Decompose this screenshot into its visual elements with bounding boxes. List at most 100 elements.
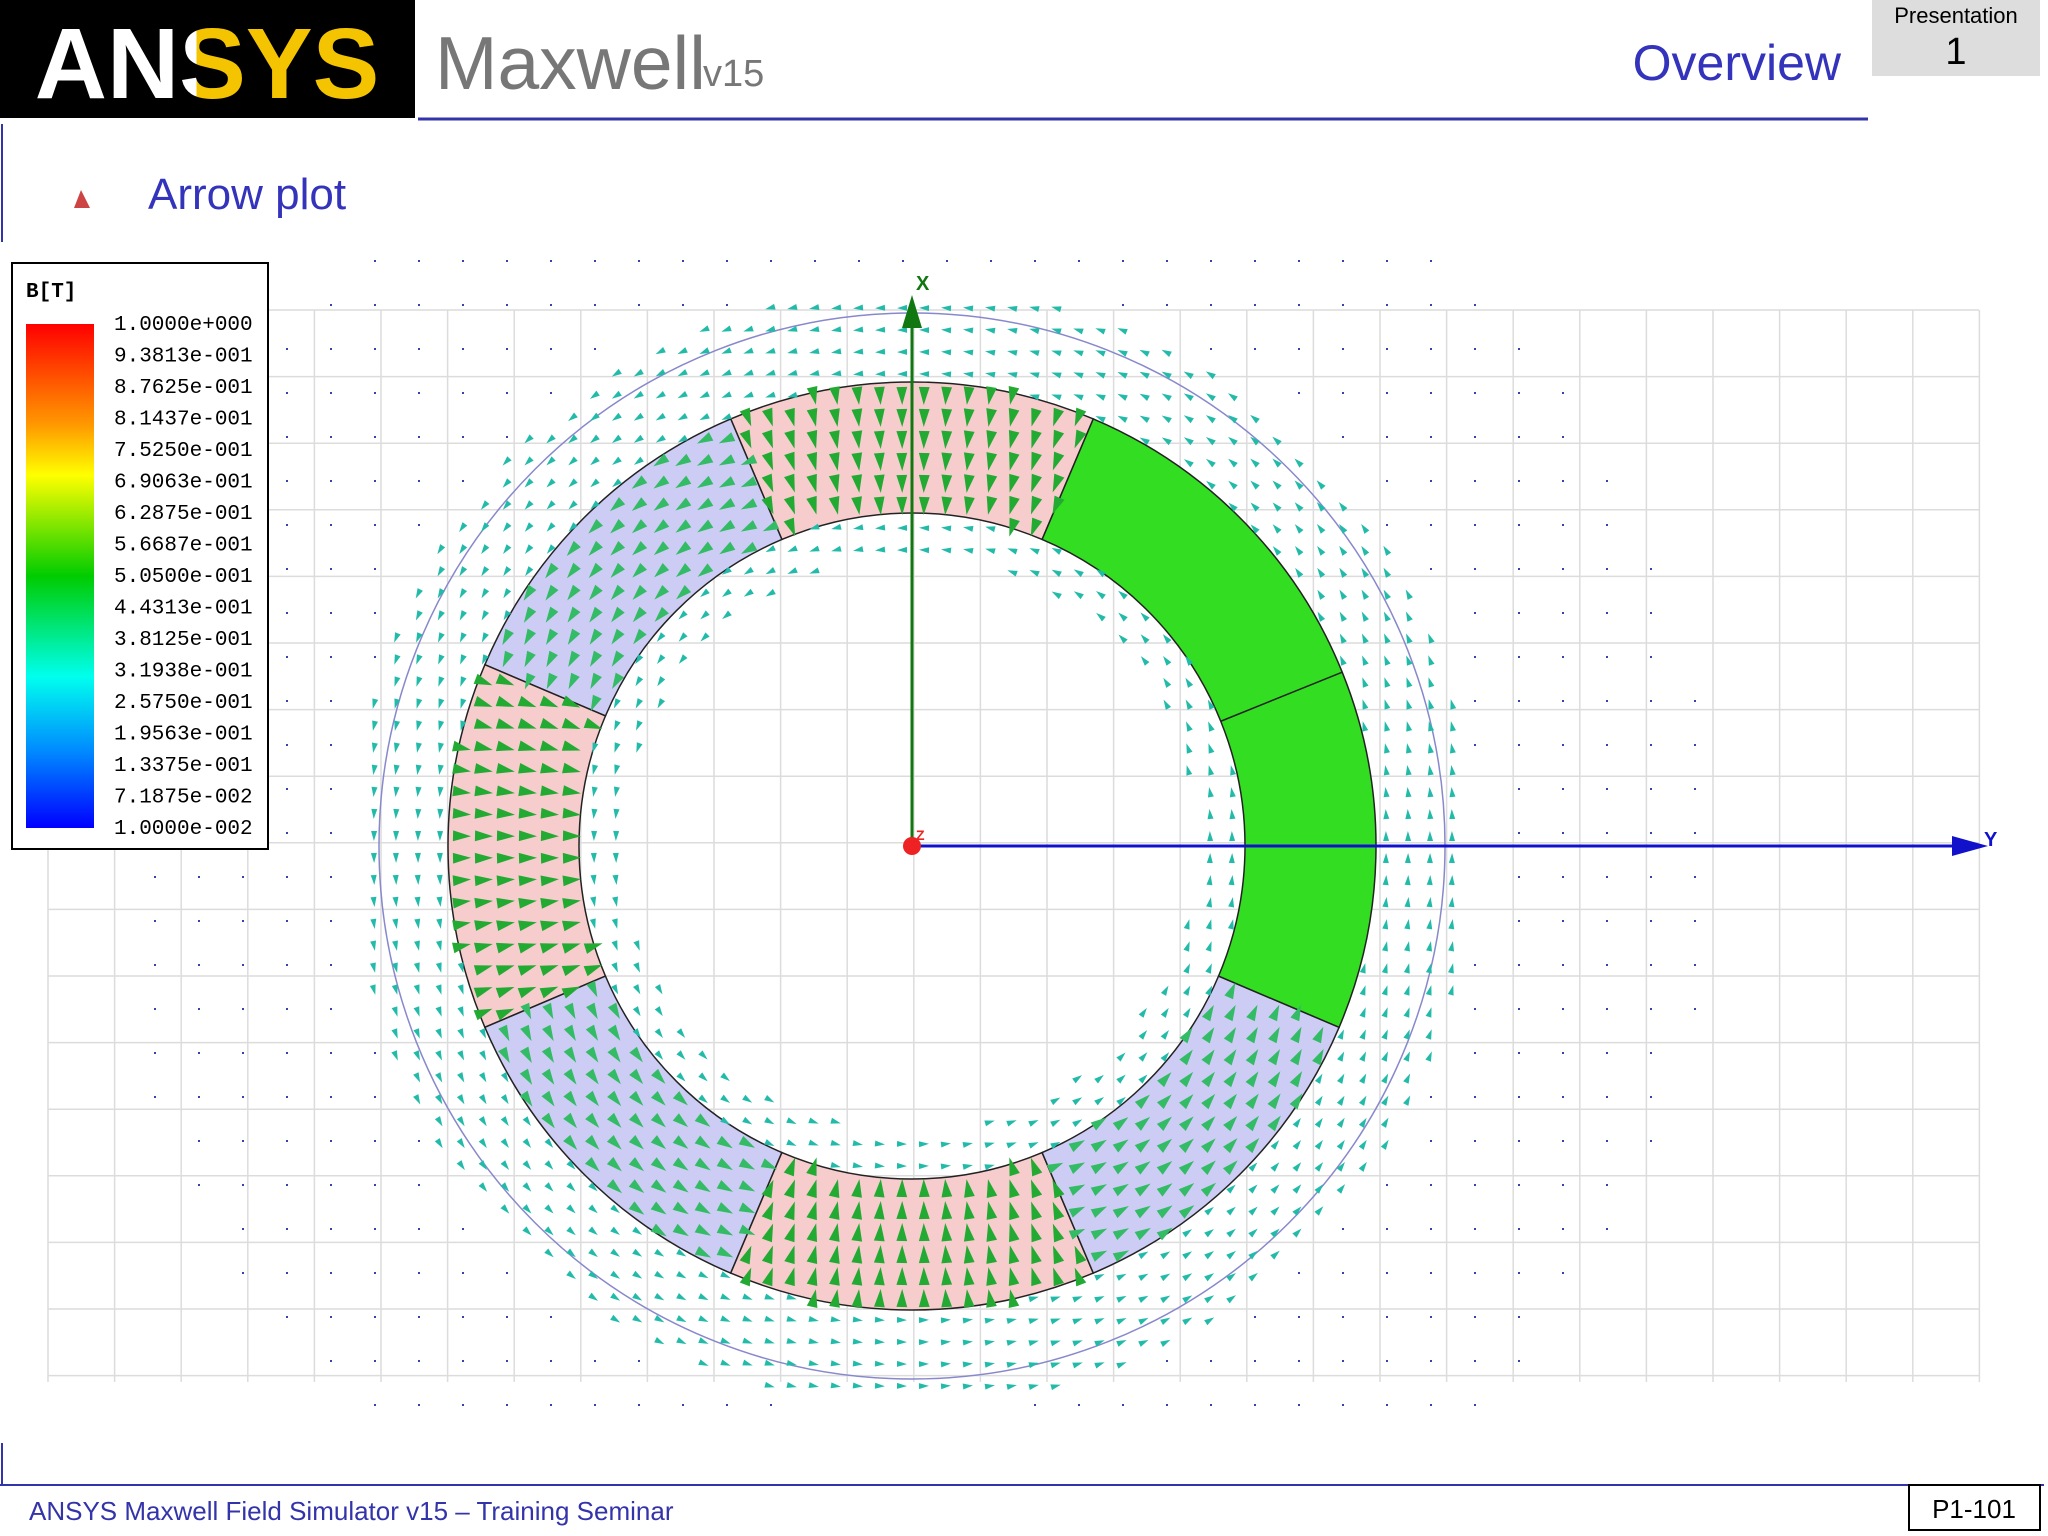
field-arrow — [696, 453, 714, 466]
field-arrow — [1248, 1250, 1258, 1260]
field-arrow — [1228, 458, 1238, 468]
field-dot — [638, 304, 640, 306]
field-arrow — [591, 808, 598, 819]
field-dot — [286, 788, 288, 790]
field-arrow — [539, 965, 559, 976]
field-dot — [1518, 480, 1520, 482]
field-arrow — [1406, 721, 1413, 732]
legend-title: B[T] — [26, 281, 76, 304]
field-arrow — [519, 1068, 533, 1085]
field-arrow — [524, 478, 534, 488]
field-arrow — [1272, 546, 1282, 556]
field-dot — [154, 1096, 156, 1098]
field-arrow — [721, 566, 732, 575]
field-dot — [1034, 260, 1036, 262]
field-arrow — [941, 408, 953, 427]
field-arrow — [1227, 919, 1234, 930]
field-arrow — [1403, 985, 1410, 996]
field-arrow — [764, 1337, 775, 1344]
field-arrow — [1406, 699, 1413, 710]
field-dot — [1474, 304, 1476, 306]
field-arrow — [719, 519, 736, 533]
field-arrow — [435, 1006, 442, 1017]
field-arrow — [963, 1289, 975, 1308]
field-dot — [330, 700, 332, 702]
field-dot — [1518, 348, 1520, 350]
field-arrow — [655, 390, 666, 399]
field-arrow — [896, 1245, 908, 1264]
field-arrow — [1134, 1161, 1151, 1175]
field-dot — [1518, 1272, 1520, 1274]
field-arrow — [672, 1091, 688, 1106]
field-arrow — [583, 943, 603, 954]
field-arrow — [518, 852, 537, 864]
field-dot — [550, 1316, 552, 1318]
field-arrow — [546, 628, 559, 645]
field-arrow — [436, 852, 443, 863]
field-arrow — [1053, 407, 1064, 427]
field-arrow — [518, 762, 537, 774]
field-dot — [1386, 436, 1388, 438]
field-arrow — [1072, 1340, 1083, 1347]
field-arrow — [656, 632, 666, 642]
field-arrow — [740, 476, 758, 488]
field-arrow — [1245, 1137, 1260, 1154]
field-dot — [1518, 1096, 1520, 1098]
field-arrow — [588, 1270, 599, 1279]
field-arrow — [1205, 919, 1212, 930]
field-arrow — [1405, 809, 1412, 820]
field-dot — [462, 1316, 464, 1318]
field-arrow — [1245, 1093, 1259, 1110]
field-dot — [1342, 392, 1344, 394]
field-dot — [330, 964, 332, 966]
field-arrow — [561, 943, 581, 954]
field-arrow — [474, 942, 493, 954]
field-arrow — [567, 606, 581, 623]
field-dot — [1606, 1184, 1608, 1186]
field-arrow — [1223, 1071, 1237, 1088]
field-arrow — [392, 874, 399, 885]
field-arrow — [918, 474, 930, 493]
field-dot — [286, 700, 288, 702]
field-arrow — [678, 610, 688, 620]
field-dot — [1562, 524, 1564, 526]
page-number-box — [1908, 1484, 2041, 1531]
field-arrow — [940, 1361, 951, 1368]
field-arrow — [1182, 1251, 1193, 1260]
field-arrow — [613, 830, 620, 841]
field-arrow — [1095, 591, 1106, 600]
presentation-number: 1 — [1945, 31, 1966, 73]
field-arrow — [1201, 1027, 1215, 1044]
field-dot — [1518, 656, 1520, 658]
field-dot — [1342, 436, 1344, 438]
field-arrow — [452, 852, 471, 864]
field-arrow — [1268, 1004, 1280, 1022]
field-arrow — [1208, 743, 1215, 754]
field-dot — [418, 1404, 420, 1406]
field-arrow — [986, 1179, 998, 1198]
field-arrow — [896, 496, 908, 515]
field-arrow — [502, 522, 512, 532]
field-arrow — [1183, 415, 1194, 424]
field-arrow — [918, 1141, 929, 1148]
field-arrow — [809, 370, 820, 376]
field-arrow — [1006, 1340, 1017, 1346]
field-arrow — [1449, 787, 1456, 798]
field-arrow — [787, 347, 798, 354]
field-dot — [1474, 1052, 1476, 1054]
field-dot — [154, 1052, 156, 1054]
field-arrow — [1031, 429, 1042, 449]
field-dot — [1122, 260, 1124, 262]
field-arrow — [1405, 765, 1412, 776]
field-dot — [1078, 260, 1080, 262]
field-arrow — [1245, 1071, 1259, 1088]
field-dot — [242, 1184, 244, 1186]
field-arrow — [676, 1293, 687, 1301]
field-arrow — [371, 808, 378, 819]
field-dot — [330, 1184, 332, 1186]
field-arrow — [610, 540, 626, 556]
field-dot — [374, 1404, 376, 1406]
field-arrow — [459, 566, 468, 577]
field-dot — [462, 480, 464, 482]
